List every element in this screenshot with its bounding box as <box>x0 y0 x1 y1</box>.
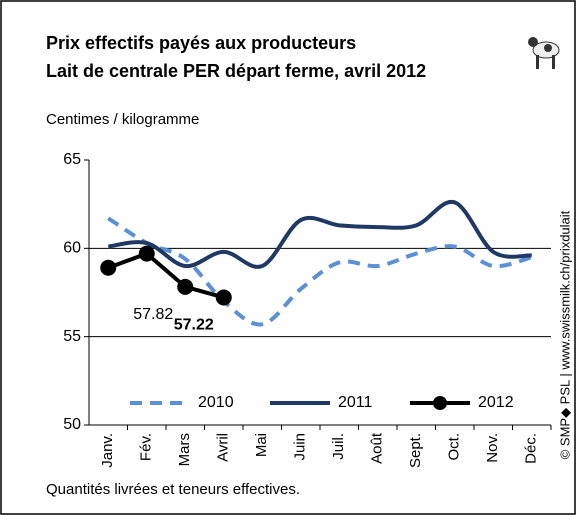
x-tick-label: Janv. <box>99 433 116 468</box>
x-tick-label: Mars <box>176 433 193 466</box>
source: © SMP◆ PSL | www.swissmilk.ch/prixdulait <box>557 210 572 459</box>
x-tick-label: Fév. <box>138 433 155 461</box>
chart-subtitle: Lait de centrale PER départ ferme, avril… <box>46 61 426 81</box>
value-label: 57.82 <box>133 306 173 323</box>
value-label: 57.22 <box>174 317 214 334</box>
chart-title: Prix effectifs payés aux producteurs <box>46 33 356 53</box>
legend-label: 2010 <box>198 394 234 411</box>
series-marker <box>216 289 232 305</box>
legend-label: 2012 <box>478 394 514 411</box>
x-tick-label: Juin <box>292 433 309 461</box>
series-marker <box>100 260 116 276</box>
legend-marker <box>433 396 447 410</box>
series-marker <box>177 279 193 295</box>
y-tick-label: 55 <box>63 328 81 345</box>
y-axis-label: Centimes / kilogramme <box>46 111 199 128</box>
x-tick-label: Déc. <box>523 433 540 464</box>
x-tick-label: Juil. <box>330 433 347 460</box>
chart: Prix effectifs payés aux producteurs Lai… <box>0 0 576 515</box>
footnote: Quantités livrées et teneurs effectives. <box>46 481 300 498</box>
x-tick-label: Mai <box>253 433 270 457</box>
y-tick-label: 60 <box>63 240 81 257</box>
x-tick-label: Oct. <box>446 433 463 461</box>
x-tick-label: Août <box>369 432 386 464</box>
y-tick-label: 65 <box>63 151 81 168</box>
x-tick-label: Avril <box>215 433 232 462</box>
series-marker <box>139 246 155 262</box>
legend-label: 2011 <box>338 394 373 411</box>
x-tick-label: Nov. <box>484 433 501 463</box>
y-tick-label: 50 <box>63 416 81 433</box>
x-tick-label: Sept. <box>407 433 424 468</box>
